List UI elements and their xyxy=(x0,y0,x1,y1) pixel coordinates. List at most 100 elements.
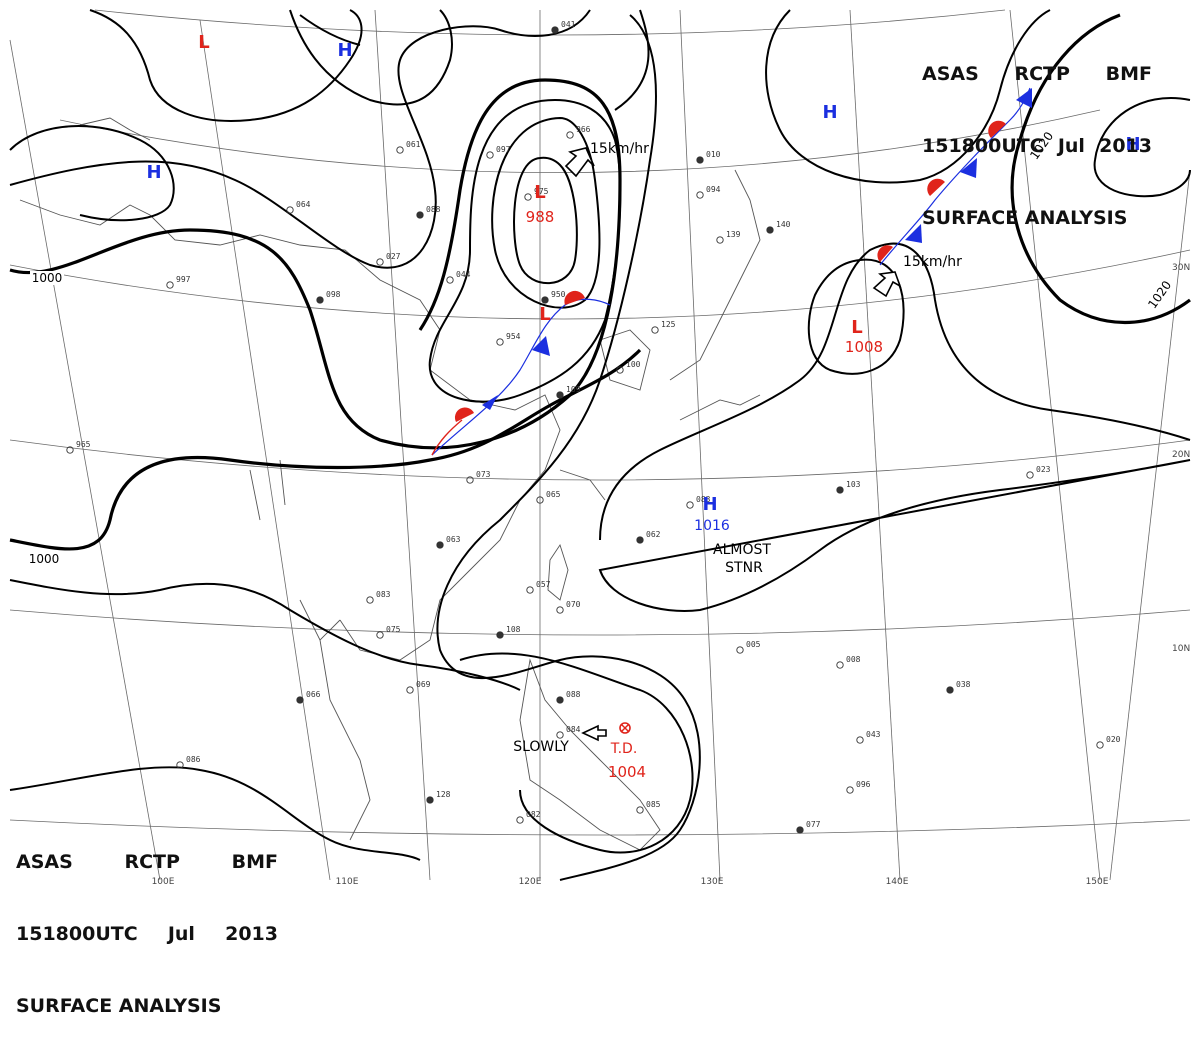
header-line-1: ASAS RCTP BMF xyxy=(922,62,1152,86)
station-circle xyxy=(551,26,559,34)
station-circle xyxy=(556,606,564,614)
motion-arrow-icon xyxy=(564,147,595,178)
high-pressure-marker: H xyxy=(146,162,161,183)
cold-front-mark xyxy=(960,158,977,178)
isobar-ring-2 xyxy=(9,9,591,269)
station-pressure-code: 103 xyxy=(846,480,861,489)
header-bottom-left: ASAS RCTP BMF 151800UTC Jul 2013 SURFACE… xyxy=(16,802,278,1042)
high-pressure-marker: H xyxy=(1125,134,1140,155)
high-pressure-marker: H xyxy=(337,40,352,61)
header-agency: ASAS xyxy=(922,63,979,85)
td-movement: SLOWLY xyxy=(513,739,569,755)
station-pressure-code: 075 xyxy=(386,625,401,634)
isobar-1008-low xyxy=(807,258,905,375)
station-circle xyxy=(796,826,804,834)
station-circle xyxy=(536,496,544,504)
station-pressure-code: 139 xyxy=(726,230,741,239)
motion-speed: 15km/hr xyxy=(590,141,649,157)
station-circle xyxy=(396,146,404,154)
station-circle xyxy=(406,686,414,694)
longitude-label: 150E xyxy=(1086,877,1109,887)
frontal-system-east xyxy=(877,87,1032,266)
td-label: T.D. xyxy=(610,741,638,757)
station-pressure-code: 070 xyxy=(566,600,581,609)
header-time: 151800UTC xyxy=(922,135,1044,157)
station-pressure-code: 066 xyxy=(306,690,321,699)
station-circle xyxy=(556,731,564,739)
station-circle xyxy=(636,806,644,814)
latitude-label: 20N xyxy=(1172,450,1190,460)
station-pressure-code: 069 xyxy=(416,680,431,689)
longitude-label: 100E xyxy=(152,877,175,887)
header-month: Jul xyxy=(167,923,195,945)
frontal-system-west xyxy=(431,290,611,456)
station-circle xyxy=(436,541,444,549)
station-pressure-code: 086 xyxy=(186,755,201,764)
station-pressure-code: 997 xyxy=(176,275,191,284)
station-circle xyxy=(651,326,659,334)
header-line-2: 151800UTC Jul 2013 xyxy=(16,922,278,946)
station-pressure-code: 073 xyxy=(476,470,491,479)
station-circle xyxy=(766,226,774,234)
station-pressure-code: 010 xyxy=(706,150,721,159)
warm-front-mark xyxy=(927,178,945,196)
low-pressure-value: 988 xyxy=(526,208,555,226)
low-pressure-marker: L xyxy=(198,32,209,53)
longitude-label: 120E xyxy=(519,877,542,887)
isobar-w-2 xyxy=(299,14,361,46)
station-pressure-code: 063 xyxy=(446,535,461,544)
station-pressure-code: 064 xyxy=(296,200,311,209)
station-pressure-code: 044 xyxy=(456,270,471,279)
header-year: 2013 xyxy=(225,923,278,945)
station-circle xyxy=(376,631,384,639)
station-pressure-code: 088 xyxy=(426,205,441,214)
isobar-nw-h xyxy=(289,9,453,106)
low-pressure-marker: L xyxy=(539,304,550,325)
low-pressure-value: 1008 xyxy=(845,338,883,356)
station-pressure-code: 097 xyxy=(496,145,511,154)
motion-arrow-icon xyxy=(581,724,607,742)
header-month: Jul xyxy=(1057,135,1085,157)
station-pressure-code: 043 xyxy=(866,730,881,739)
header-title: SURFACE ANALYSIS xyxy=(16,995,222,1017)
station-circle xyxy=(516,816,524,824)
header-line-1: ASAS RCTP BMF xyxy=(16,850,278,874)
station-circle xyxy=(836,661,844,669)
station-pressure-code: 083 xyxy=(376,590,391,599)
longitude-label: 140E xyxy=(886,877,909,887)
latitude-lines xyxy=(9,9,1191,836)
station-circle xyxy=(496,631,504,639)
station-pressure-code: 098 xyxy=(326,290,341,299)
isobar-label: 1000 xyxy=(32,271,63,285)
station-circle xyxy=(696,191,704,199)
station-pressure-code: 077 xyxy=(806,820,821,829)
station-pressure-code: 061 xyxy=(406,140,421,149)
station-pressure-code: 100 xyxy=(626,360,641,369)
header-code: BMF xyxy=(1105,63,1152,85)
station-circle xyxy=(166,281,174,289)
latitude-label: 30N xyxy=(1172,263,1190,273)
station-pressure-code: 023 xyxy=(1036,465,1051,474)
header-origin: RCTP xyxy=(124,851,180,873)
high-pressure-marker: H xyxy=(822,102,837,123)
station-pressure-code: 083 xyxy=(696,495,711,504)
header-top-right: ASAS RCTP BMF 151800UTC Jul 2013 SURFACE… xyxy=(922,14,1152,254)
high-pressure-marker: H xyxy=(702,494,717,515)
longitude-label: 130E xyxy=(701,877,724,887)
station-circle xyxy=(846,786,854,794)
station-circle xyxy=(416,211,424,219)
high-pressure-value: 1016 xyxy=(694,518,730,534)
station-circle xyxy=(716,236,724,244)
station-pressure-code: 062 xyxy=(646,530,661,539)
station-pressure-code: 085 xyxy=(646,800,661,809)
header-line-3: SURFACE ANALYSIS xyxy=(922,206,1152,230)
station-pressure-code: 008 xyxy=(846,655,861,664)
warm-front-mark xyxy=(454,407,474,422)
station-pressure-code: 005 xyxy=(746,640,761,649)
header-origin: RCTP xyxy=(1014,63,1070,85)
station-pressure-code: 125 xyxy=(661,320,676,329)
station-circle xyxy=(736,646,744,654)
station-circle xyxy=(426,796,434,804)
station-pressure-code: 084 xyxy=(566,725,581,734)
station-circle xyxy=(496,338,504,346)
